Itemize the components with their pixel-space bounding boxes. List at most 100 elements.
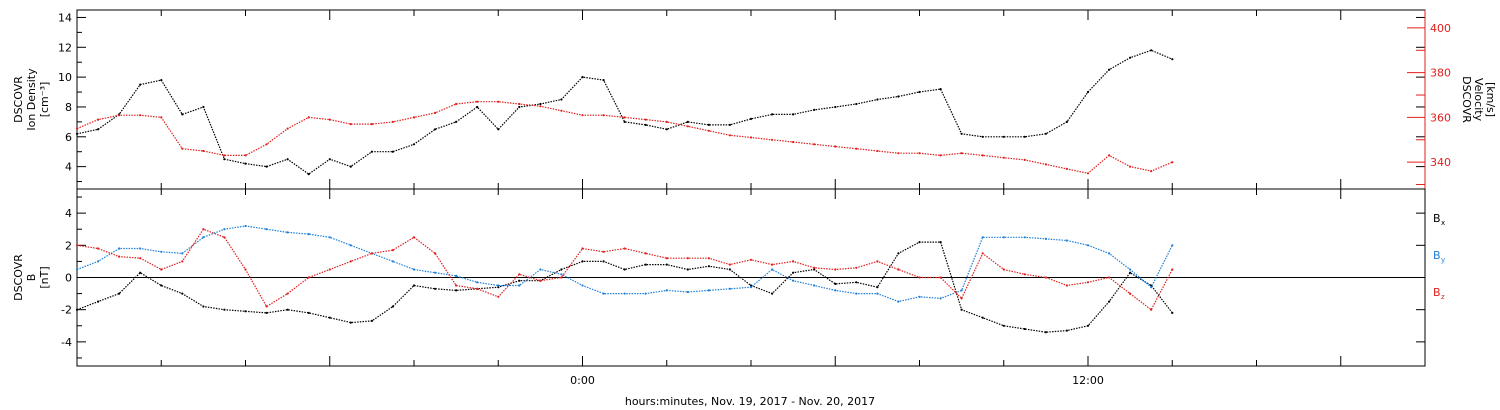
legend-subscript: z bbox=[1441, 293, 1445, 301]
data-point bbox=[328, 316, 331, 319]
data-point bbox=[412, 236, 416, 239]
data-point bbox=[412, 284, 416, 287]
data-point bbox=[749, 258, 753, 261]
data-point bbox=[644, 123, 647, 126]
y-tick-label: 2 bbox=[65, 239, 72, 252]
data-point bbox=[497, 295, 500, 298]
data-point bbox=[97, 118, 100, 121]
data-point bbox=[139, 247, 142, 250]
data-point bbox=[328, 118, 331, 121]
data-point bbox=[1108, 68, 1111, 71]
data-point bbox=[181, 260, 184, 263]
data-point bbox=[97, 128, 100, 131]
y-tick-label: 14 bbox=[58, 11, 72, 24]
data-point bbox=[1044, 237, 1047, 240]
legend-entry: B bbox=[1433, 249, 1441, 262]
data-point bbox=[1171, 268, 1174, 271]
data-point bbox=[118, 114, 121, 117]
x-axis-labels: 0:00 12:00 bbox=[570, 374, 1104, 387]
data-point bbox=[876, 149, 879, 153]
data-point bbox=[623, 120, 626, 123]
data-point bbox=[286, 231, 289, 234]
x-tick-label: 12:00 bbox=[1072, 374, 1104, 387]
data-point bbox=[244, 162, 247, 165]
data-point bbox=[1044, 331, 1047, 334]
data-point bbox=[244, 310, 247, 313]
data-point bbox=[455, 120, 458, 123]
data-point bbox=[1065, 120, 1068, 123]
right-axis-tick-label: 340 bbox=[1430, 156, 1451, 169]
data-point bbox=[897, 95, 900, 98]
data-point bbox=[665, 257, 668, 260]
data-point bbox=[391, 150, 394, 153]
data-point bbox=[391, 249, 394, 252]
data-point bbox=[1086, 172, 1090, 175]
data-point bbox=[328, 158, 331, 161]
data-point bbox=[1044, 276, 1047, 279]
data-point bbox=[1002, 236, 1005, 239]
data-point bbox=[307, 311, 310, 314]
data-point bbox=[771, 138, 774, 141]
data-point bbox=[349, 165, 352, 168]
data-point bbox=[391, 305, 394, 308]
right-axis-tick-label: 360 bbox=[1430, 111, 1451, 124]
data-point bbox=[834, 145, 837, 148]
data-point bbox=[1086, 281, 1090, 284]
data-point bbox=[1044, 163, 1047, 166]
data-point bbox=[455, 284, 458, 287]
data-point bbox=[918, 276, 921, 279]
data-point bbox=[1065, 284, 1068, 287]
data-point bbox=[665, 128, 668, 131]
data-point bbox=[560, 273, 563, 276]
data-point bbox=[581, 284, 584, 287]
data-point bbox=[139, 83, 142, 86]
data-point bbox=[286, 292, 289, 295]
data-point bbox=[455, 289, 458, 292]
data-point bbox=[939, 88, 942, 91]
data-point bbox=[686, 120, 689, 123]
data-point bbox=[644, 292, 647, 295]
data-point bbox=[560, 276, 563, 279]
data-point bbox=[644, 118, 647, 121]
data-point bbox=[918, 295, 921, 298]
data-point bbox=[960, 132, 963, 135]
data-point bbox=[749, 117, 753, 120]
data-point bbox=[1171, 311, 1174, 314]
data-point bbox=[728, 263, 732, 266]
left-axis-label: Ion Density bbox=[25, 68, 38, 131]
data-point bbox=[960, 289, 963, 292]
data-point bbox=[686, 290, 689, 294]
data-point bbox=[75, 127, 79, 130]
y-tick-label: -2 bbox=[61, 304, 72, 317]
data-point bbox=[686, 257, 689, 260]
data-point bbox=[876, 98, 879, 101]
data-point bbox=[412, 268, 416, 271]
data-point bbox=[265, 228, 268, 231]
data-point bbox=[518, 279, 521, 282]
data-point bbox=[1150, 286, 1153, 289]
data-point bbox=[370, 252, 373, 255]
data-point bbox=[749, 284, 753, 287]
y-tick-label: 8 bbox=[65, 101, 72, 114]
data-point bbox=[118, 292, 121, 295]
data-point bbox=[223, 154, 226, 157]
y-tick-label: 4 bbox=[65, 207, 72, 220]
data-point bbox=[1086, 90, 1090, 94]
data-point bbox=[560, 109, 563, 112]
data-point bbox=[813, 266, 816, 269]
data-point bbox=[160, 116, 163, 119]
data-point bbox=[139, 114, 142, 117]
data-point bbox=[918, 90, 921, 94]
data-point bbox=[97, 247, 100, 250]
data-point bbox=[181, 292, 184, 295]
data-point bbox=[497, 284, 500, 287]
data-point bbox=[644, 263, 647, 266]
data-point bbox=[75, 244, 79, 247]
left-axis-label: [cm⁻³] bbox=[38, 82, 51, 118]
data-point bbox=[792, 271, 795, 274]
right-axis-label: DSCOVR bbox=[1460, 76, 1473, 123]
data-point bbox=[1086, 324, 1090, 327]
y-tick-label: 4 bbox=[65, 161, 72, 174]
data-point bbox=[1108, 300, 1111, 303]
